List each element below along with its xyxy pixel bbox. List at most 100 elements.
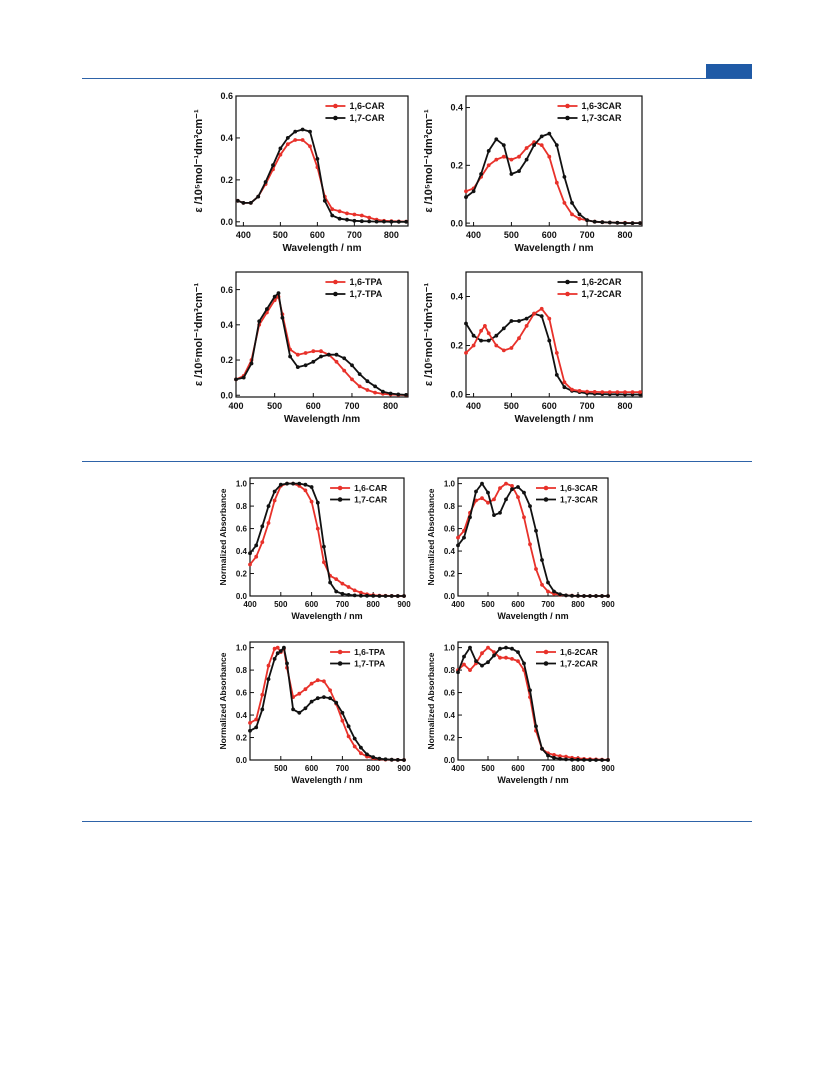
y-axis-label: Normalized Absorbance (426, 652, 436, 749)
data-point (328, 696, 332, 701)
data-point (498, 510, 502, 515)
x-tick-label: 400 (466, 230, 481, 240)
data-point (303, 488, 308, 493)
data-point (471, 189, 476, 194)
data-point (322, 198, 327, 203)
y-tick-label: 0.0 (220, 217, 233, 227)
data-point (396, 392, 401, 397)
data-point (260, 524, 265, 529)
x-tick-label: 500 (267, 401, 282, 411)
data-point (577, 389, 582, 393)
x-axis-label: Wavelength / nm (291, 611, 362, 621)
data-point (272, 489, 277, 494)
x-tick-label: 600 (305, 764, 319, 773)
y-tick-label: 0.4 (220, 133, 233, 143)
data-point (468, 668, 472, 672)
data-point (359, 745, 363, 750)
x-tick-label: 700 (580, 401, 595, 411)
data-point (383, 757, 388, 762)
data-point (462, 662, 466, 667)
data-point (606, 758, 610, 762)
data-point (594, 594, 598, 598)
data-point (248, 728, 252, 733)
data-point (263, 180, 268, 184)
data-point (524, 157, 529, 162)
data-point (272, 294, 277, 299)
data-point (546, 580, 550, 585)
data-point (510, 487, 514, 492)
data-point (509, 157, 514, 162)
data-point (540, 746, 544, 751)
y-tick-label: 0.8 (236, 666, 248, 675)
data-point (377, 594, 382, 598)
data-point (498, 655, 502, 660)
data-point (486, 338, 491, 343)
data-point (295, 352, 300, 357)
x-tick-label: 600 (511, 600, 525, 609)
data-point (303, 687, 308, 692)
data-point (464, 195, 468, 199)
data-point (504, 481, 508, 486)
data-point (474, 659, 478, 663)
plot-frame (249, 641, 405, 761)
data-point (285, 481, 289, 486)
top-rule (82, 78, 752, 79)
data-point (389, 219, 394, 224)
data-point (606, 594, 610, 598)
data-point (607, 220, 612, 225)
data-point (501, 143, 506, 147)
data-point (528, 542, 532, 547)
y-tick-label: 0.4 (236, 711, 248, 720)
data-point (577, 216, 582, 221)
data-point (315, 157, 320, 161)
data-point (271, 163, 275, 168)
data-point (342, 368, 347, 373)
data-point (501, 348, 506, 353)
legend-marker (337, 497, 343, 502)
data-point (516, 650, 520, 654)
x-tick-label: 800 (367, 764, 381, 773)
data-point (539, 306, 544, 311)
data-point (309, 499, 314, 504)
legend-marker (543, 497, 549, 502)
data-point (516, 485, 520, 489)
data-point (462, 535, 466, 540)
data-point (600, 594, 604, 598)
data-point (524, 324, 529, 328)
data-point (248, 562, 252, 567)
data-point (492, 513, 496, 517)
data-point (248, 721, 252, 725)
legend-marker (565, 103, 570, 109)
y-tick-label: 0.2 (444, 733, 456, 742)
data-point (295, 365, 300, 369)
data-point (359, 219, 364, 224)
x-axis-label: Wavelength / nm (282, 243, 361, 254)
x-tick-label: 600 (310, 230, 325, 240)
y-axis-label: ε /10⁵mol⁻¹dm³cm⁻¹ (193, 109, 205, 213)
data-point (352, 593, 357, 598)
legend-marker (333, 279, 338, 285)
data-point (546, 589, 550, 594)
legend-marker (337, 485, 343, 491)
data-point (373, 384, 377, 389)
data-point (479, 328, 483, 333)
x-tick-label: 500 (504, 230, 519, 240)
data-point (534, 528, 538, 533)
data-point (562, 385, 567, 390)
y-tick-label: 1.0 (236, 643, 248, 652)
data-point (547, 316, 552, 321)
x-tick-label: 800 (571, 764, 585, 773)
data-point (346, 593, 351, 597)
data-point (388, 391, 393, 396)
data-point (517, 319, 521, 323)
legend-label: 1,7-3CAR (582, 113, 623, 123)
data-point (554, 351, 559, 355)
data-point (367, 215, 372, 220)
data-point (308, 144, 312, 149)
x-tick-label: 500 (481, 600, 495, 609)
data-point (474, 489, 478, 494)
x-tick-label: 400 (451, 600, 465, 609)
data-point (260, 540, 265, 544)
data-point (576, 594, 580, 598)
y-tick-label: 0.2 (220, 175, 233, 185)
